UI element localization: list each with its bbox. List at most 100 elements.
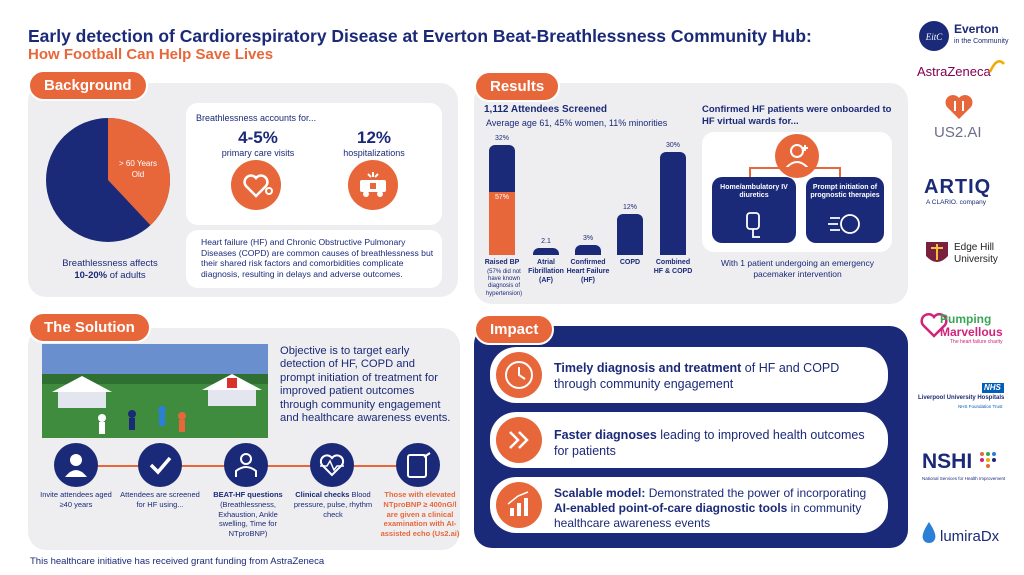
stat2-value: 12%: [356, 128, 392, 147]
pumping-marvellous-logo: Pumping Marvellous The heart failure cha…: [920, 310, 1020, 346]
edgehill-logo: Edge Hill University: [924, 240, 1024, 270]
pacemaker-text: With 1 patient undergoing an emergency p…: [720, 258, 875, 279]
nshi-logo: NSHI: [922, 450, 973, 473]
growth-chart-icon: [496, 482, 542, 528]
doctor-icon: [235, 453, 257, 477]
step2-circle: [138, 443, 182, 487]
impact-text-1: Timely diagnosis and treatment of HF and…: [554, 361, 874, 392]
hf-text: Heart failure (HF) and Chronic Obstructi…: [201, 237, 434, 280]
therapies-text: Prompt initiation of prognostic therapie…: [810, 184, 880, 200]
hf-text-card: [186, 230, 442, 288]
edgehill-line1: Edge Hill: [954, 242, 995, 253]
impact-card-3: [490, 477, 888, 533]
impact-card-1: [490, 347, 888, 403]
pie-label: > 60 Years Old: [119, 159, 157, 179]
impact-card-2: [490, 412, 888, 468]
lumira-drop-icon: [922, 522, 936, 543]
bar-value-label-1: 2.1: [541, 237, 551, 245]
step4-bold: Clinical checks: [295, 490, 350, 499]
impact-label: Impact: [474, 314, 555, 345]
step3-detail: (Breathlessness, Exhaustion, Ankle swell…: [218, 499, 278, 538]
impact2-bold: Faster diagnoses: [554, 428, 657, 442]
impact3-bold2: AI-enabled point-of-care diagnostic tool…: [554, 501, 788, 515]
bar-value-label-2: 3%: [582, 234, 594, 242]
everton-sub: in the Community: [954, 38, 1009, 45]
stat1-label: primary care visits: [221, 148, 295, 158]
person-icon: [65, 454, 87, 477]
nhs-logo: NHS: [984, 383, 1001, 392]
bar-category-2: Confirmed Heart Failure (HF): [566, 259, 610, 284]
pumping-line2: Marvellous: [940, 325, 1003, 339]
bar-0-sub: [489, 192, 515, 255]
impact-text-3: Scalable model: Demonstrated the power o…: [554, 486, 884, 531]
everton-name: Everton: [954, 22, 999, 36]
impact1-bold: Timely diagnosis and treatment: [554, 361, 742, 375]
bar-3: [617, 213, 643, 255]
impact3-rest2: in community healthcare awareness events: [554, 501, 862, 530]
affects-line3: of adults: [107, 269, 146, 281]
diuretics-box: [712, 177, 796, 243]
stat2-label: hospitalizations: [343, 148, 405, 158]
football-stadium-illustration: [42, 344, 268, 438]
impact3-rest: Demonstrated the power of incorporating: [645, 486, 867, 500]
step2-text: Attendees are screened for HF using...: [120, 490, 200, 509]
nshi-sub: National Services for Health Improvement: [922, 476, 1006, 481]
ambulance-icon: [348, 160, 398, 210]
step4-detail: Blood pressure, pulse, rhythm check: [293, 490, 373, 519]
fast-pill-icon: [828, 214, 860, 234]
impact2-rest: leading to improved health outcomes for …: [554, 428, 865, 458]
liverpool-sub: NHS Foundation Trust: [958, 404, 1003, 409]
bar-1: [533, 247, 559, 255]
bar-category-3: COPD: [619, 259, 641, 266]
bar-category-0: Raised BP: [484, 259, 520, 266]
impact1-rest: of HF and COPD through community engagem…: [554, 361, 840, 391]
impact3-bold: Scalable model:: [554, 486, 646, 500]
svg-text:EitC: EitC: [925, 32, 943, 42]
edgehill-line2: University: [954, 254, 998, 265]
affects-line1: Breathlessness affects: [62, 258, 158, 269]
page-subtitle: How Football Can Help Save Lives: [28, 46, 274, 63]
step3-text: BEAT-HF questions (Breathlessness, Exhau…: [206, 490, 290, 539]
everton-logo: EitC Everton in the Community: [918, 18, 1018, 54]
artiq-logo: ARTIQ: [924, 176, 992, 198]
step3-circle: [224, 443, 268, 487]
stat1-value: 4-5%: [238, 128, 278, 147]
bar-category-4: Combined HF & COPD: [653, 259, 693, 275]
astrazeneca-mark-icon: [988, 60, 1005, 73]
bar-4: [660, 151, 686, 255]
diuretics-text: Home/ambulatory IV diuretics: [720, 184, 788, 200]
step5-circle: [396, 443, 440, 487]
demographics: Average age 61, 45% women, 11% minoritie…: [486, 118, 668, 128]
tablet-echo-icon: [407, 452, 431, 478]
background-label: Background: [28, 70, 148, 101]
connector-lines: [749, 167, 841, 180]
us2ai-logo: US2.AI: [930, 93, 990, 148]
raised-bp-note: (57% did not have known diagnosis of hyp…: [485, 269, 523, 297]
affects-text: Breathlessness affects 10-20% of adults: [40, 258, 180, 282]
page-title: Early detection of Cardiorespiratory Dis…: [28, 26, 812, 46]
step4-circle: [310, 443, 354, 487]
iv-bag-icon: [746, 212, 760, 238]
us2ai-name: US2.AI: [934, 124, 982, 141]
accounts-card: [186, 103, 442, 225]
pumping-line1: Pumping: [940, 312, 992, 326]
bar-category-1: Atrial Fibrillation (AF): [528, 259, 564, 284]
pie-chart: > 60 Years Old: [46, 118, 170, 242]
artiq-sub: A CLARIO. company: [926, 199, 986, 206]
step4-text: Clinical checks Blood pressure, pulse, r…: [290, 490, 376, 519]
affects-value: 10-20%: [74, 269, 108, 281]
nshi-dots-icon: [980, 452, 996, 468]
accounts-for: Breathlessness accounts for...: [196, 113, 317, 123]
impact-text-2: Faster diagnoses leading to improved hea…: [554, 428, 874, 459]
step3-bold: BEAT-HF questions: [213, 490, 283, 499]
bar-0-sub-label: 57%: [494, 194, 509, 202]
screened-title: 1,112 Attendees Screened: [484, 104, 608, 115]
fast-forward-icon: [496, 417, 542, 463]
onboarded-title: Confirmed HF patients were onboarded to …: [702, 104, 892, 127]
bar-value-label-4: 30%: [665, 141, 680, 149]
heartbeat-icon: [319, 454, 345, 477]
bar-2: [575, 244, 601, 255]
clock-icon: [496, 352, 542, 398]
funding-text: This healthcare initiative has received …: [30, 556, 325, 567]
doctor-icon: [775, 134, 819, 178]
